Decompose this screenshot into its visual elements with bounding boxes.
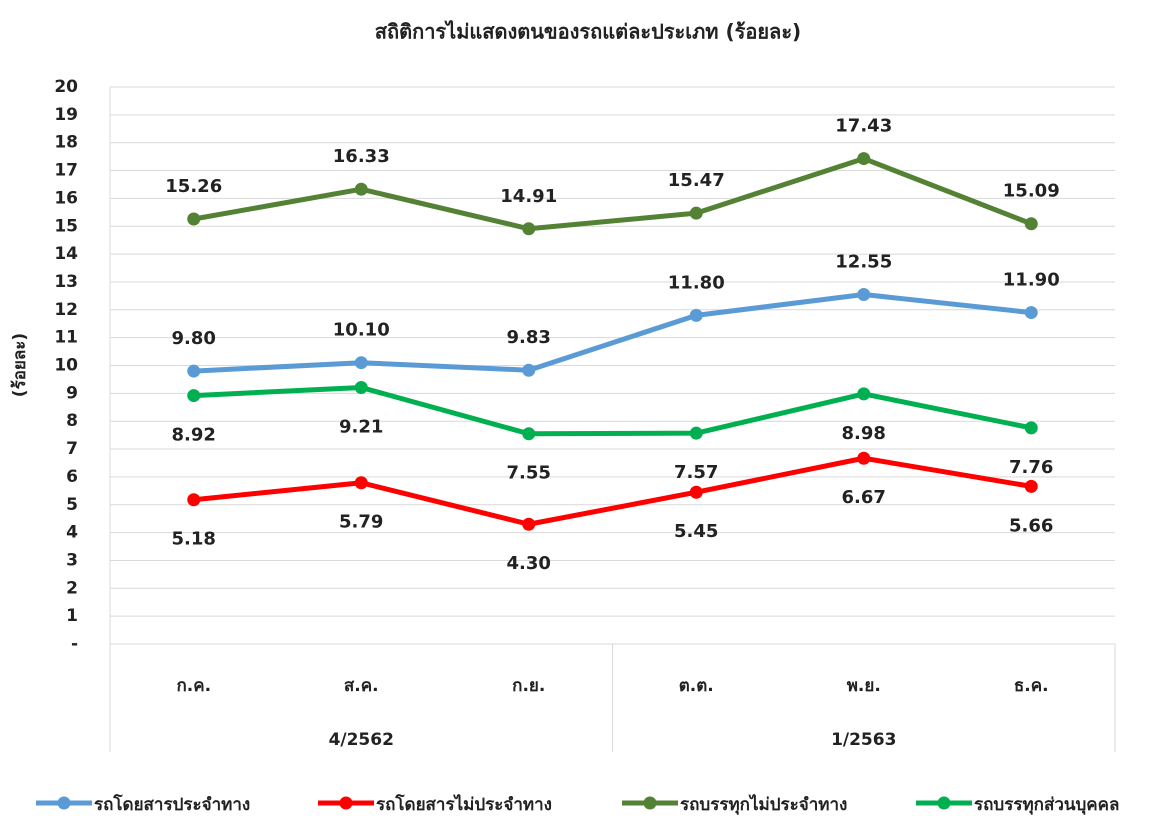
data-point	[354, 476, 368, 490]
data-label: 9.21	[339, 417, 383, 438]
data-label: 9.80	[172, 328, 216, 349]
data-point	[689, 485, 703, 499]
series-line	[193, 455, 1032, 527]
legend-marker	[643, 796, 657, 810]
data-point	[857, 152, 871, 166]
series-line	[193, 385, 1032, 437]
y-tick-label: 14	[54, 244, 78, 264]
data-point	[354, 356, 368, 370]
data-label: 9.83	[507, 327, 551, 348]
data-point	[857, 451, 871, 465]
data-point	[689, 206, 703, 220]
data-label: 7.76	[1009, 457, 1053, 478]
group-label: 1/2563	[831, 730, 896, 750]
data-label: 5.45	[674, 521, 718, 542]
data-point	[1024, 421, 1038, 435]
series-line	[193, 156, 1033, 232]
data-point	[1024, 306, 1038, 320]
data-point	[689, 426, 703, 440]
data-point	[354, 381, 368, 395]
y-tick-label: 4	[66, 523, 78, 543]
y-tick-label: 13	[54, 272, 78, 292]
legend-marker	[937, 796, 951, 810]
y-tick-label: 17	[54, 161, 78, 181]
data-label: 11.90	[1003, 270, 1060, 291]
data-point	[187, 389, 201, 403]
y-tick-label: 18	[54, 133, 78, 153]
legend-marker	[339, 796, 353, 810]
y-tick-label: 20	[54, 77, 78, 97]
x-tick-label: ก.ย.	[512, 676, 545, 696]
data-label: 7.57	[674, 462, 718, 483]
legend-marker	[57, 796, 71, 810]
series-line	[193, 291, 1032, 374]
y-tick-label: 10	[54, 356, 78, 376]
y-tick-label: -	[71, 634, 78, 654]
data-point	[354, 182, 368, 196]
x-tick-label: ก.ค.	[176, 676, 211, 696]
data-point	[1024, 217, 1038, 231]
y-tick-label: 8	[66, 411, 78, 431]
data-label: 8.92	[172, 425, 216, 446]
y-tick-label: 7	[66, 439, 78, 459]
y-tick-label: 2	[66, 578, 78, 598]
chart-title: สถิติการไม่แสดงตนของรถแต่ละประเภท (ร้อยล…	[375, 20, 801, 44]
data-label: 16.33	[333, 146, 390, 167]
data-label: 12.55	[835, 251, 892, 272]
data-point	[857, 287, 871, 301]
y-tick-label: 11	[54, 328, 78, 348]
data-label: 15.09	[1003, 181, 1060, 202]
data-label: 8.98	[842, 423, 886, 444]
data-point	[522, 427, 536, 441]
y-tick-label: 5	[66, 495, 78, 515]
y-tick-label: 1	[66, 606, 78, 626]
y-axis-label: (ร้อยละ)	[10, 333, 30, 397]
group-label: 4/2562	[329, 730, 394, 750]
data-point	[522, 222, 536, 236]
data-label: 14.91	[500, 186, 557, 207]
y-tick-label: 3	[66, 550, 78, 570]
legend-label: รถโดยสารไม่ประจำทาง	[376, 794, 552, 815]
data-label: 7.55	[507, 463, 551, 484]
data-label: 10.10	[333, 320, 390, 341]
legend-label: รถบรรทุกไม่ประจำทาง	[680, 794, 847, 815]
y-tick-label: 15	[54, 216, 78, 236]
data-label: 5.79	[339, 512, 383, 533]
x-tick-label: พ.ย.	[847, 676, 881, 696]
y-tick-label: 9	[66, 383, 78, 403]
data-point	[1024, 479, 1038, 493]
x-tick-label: ต.ต.	[679, 676, 714, 696]
data-label: 4.30	[507, 553, 551, 574]
data-point	[689, 308, 703, 322]
data-label: 6.67	[842, 487, 886, 508]
data-point	[857, 387, 871, 401]
data-label: 11.80	[668, 272, 725, 293]
x-tick-label: ธ.ค.	[1014, 676, 1049, 696]
data-point	[522, 517, 536, 531]
legend-label: รถบรรทุกส่วนบุคคล	[974, 795, 1119, 815]
data-point	[522, 363, 536, 377]
y-tick-label: 19	[54, 105, 78, 125]
data-point	[187, 493, 201, 507]
data-label: 5.66	[1009, 515, 1053, 536]
data-point	[187, 212, 201, 226]
data-label: 15.47	[668, 170, 725, 191]
data-label: 5.18	[172, 529, 216, 550]
data-label: 15.26	[165, 176, 222, 197]
legend-label: รถโดยสารประจำทาง	[94, 794, 250, 815]
data-label: 17.43	[835, 116, 892, 137]
y-tick-label: 6	[66, 467, 78, 487]
y-tick-label: 16	[54, 188, 78, 208]
x-tick-label: ส.ค.	[344, 676, 379, 696]
y-tick-label: 12	[54, 300, 78, 320]
data-point	[187, 364, 201, 378]
